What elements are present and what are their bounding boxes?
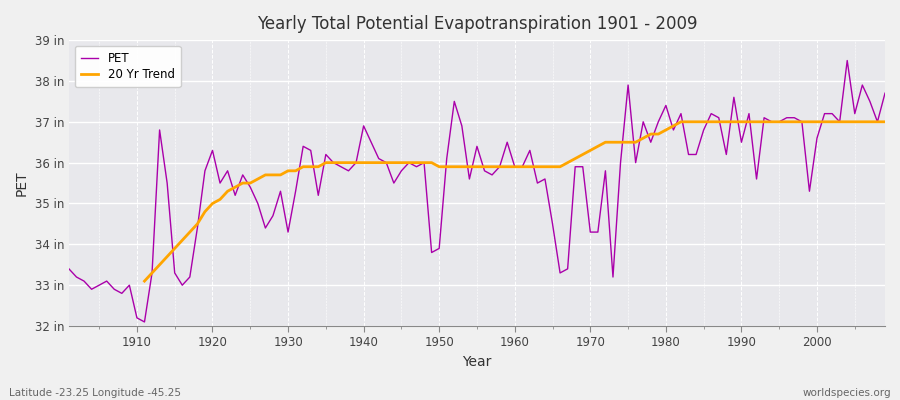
PET (509, 164, 520, 169)
20 Yr Trend (140, 279, 150, 284)
Y-axis label: PET: PET (15, 170, 29, 196)
20 Yr Trend (509, 164, 520, 169)
PET (879, 91, 890, 96)
20 Yr Trend (676, 120, 687, 124)
Legend: PET, 20 Yr Trend: PET, 20 Yr Trend (75, 46, 181, 87)
PET (298, 144, 309, 149)
PET (517, 164, 527, 169)
X-axis label: Year: Year (463, 355, 491, 369)
PET (64, 266, 75, 271)
20 Yr Trend (336, 160, 346, 165)
20 Yr Trend (728, 120, 739, 124)
PET (343, 168, 354, 173)
Text: Latitude -23.25 Longitude -45.25: Latitude -23.25 Longitude -45.25 (9, 388, 181, 398)
Line: PET: PET (69, 60, 885, 322)
PET (608, 275, 618, 280)
20 Yr Trend (532, 164, 543, 169)
20 Yr Trend (313, 164, 324, 169)
20 Yr Trend (879, 120, 890, 124)
Text: worldspecies.org: worldspecies.org (803, 388, 891, 398)
Title: Yearly Total Potential Evapotranspiration 1901 - 2009: Yearly Total Potential Evapotranspiratio… (256, 15, 698, 33)
Line: 20 Yr Trend: 20 Yr Trend (145, 122, 885, 281)
PET (842, 58, 852, 63)
20 Yr Trend (365, 160, 376, 165)
PET (124, 283, 135, 288)
PET (140, 320, 150, 324)
